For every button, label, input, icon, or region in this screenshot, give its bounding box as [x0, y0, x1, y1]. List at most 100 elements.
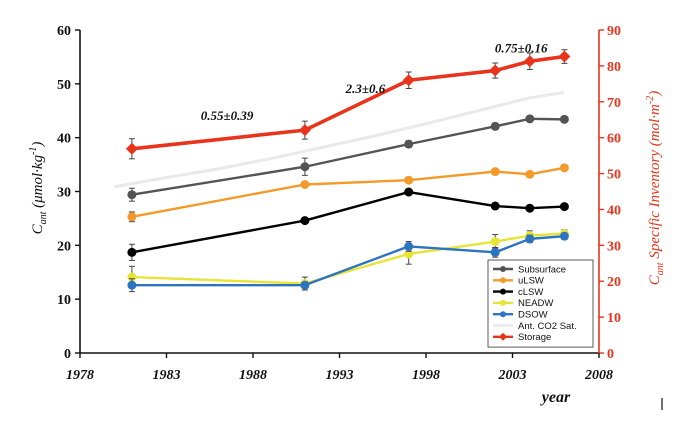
series-layer — [114, 49, 571, 293]
axes-layer: 0 10 20 30 40 50 60 0 10 20 30 40 50 60 70 80 90 1978 1983… — [57, 24, 663, 410]
y-left-tick-label: 20 — [57, 239, 71, 254]
legend-swatch-marker — [500, 288, 506, 295]
legend-entry: Subsurface — [493, 264, 566, 275]
y-left-tick-label: 40 — [57, 132, 71, 147]
data-point — [490, 237, 500, 247]
legend-entry: Storage — [493, 332, 551, 343]
series-ulsw — [127, 163, 569, 223]
x-tick-label: 2003 — [498, 368, 527, 383]
x-tick-label: 2008 — [584, 368, 613, 383]
data-point — [298, 124, 311, 137]
data-point — [558, 50, 571, 63]
series-dsow — [127, 231, 569, 293]
series-ant-co2-sat- — [114, 90, 565, 189]
series-line — [131, 232, 565, 285]
legend-label: Subsurface — [518, 264, 566, 275]
data-point — [525, 203, 535, 213]
series-line — [131, 190, 565, 254]
data-point — [559, 114, 569, 124]
y-axis-left-title: Cant (μmol·kg-1) — [28, 142, 49, 235]
legend-label: cLSW — [518, 287, 543, 298]
data-point — [127, 212, 137, 222]
legend-entry: DSOW — [493, 310, 548, 321]
x-tick-label: 1988 — [239, 368, 267, 383]
series-line — [131, 234, 565, 287]
y-axis-right-title: Cant Specific Inventory (mol·m-2) — [645, 91, 666, 285]
series-subsurface — [127, 114, 569, 202]
series-clsw — [127, 187, 569, 261]
rate-annotation: 0.75±0.16 — [495, 41, 548, 56]
legend-label: Storage — [518, 332, 551, 343]
y-right-tick-label: 90 — [607, 24, 621, 39]
y-right-tick-label: 70 — [607, 96, 621, 111]
legend-label: Ant. CO2 Sat. — [518, 321, 577, 332]
y-left-tick-label: 50 — [57, 78, 71, 93]
y-left-tick-label: 30 — [57, 186, 71, 201]
x-tick-label: 1993 — [326, 368, 354, 383]
data-point — [559, 163, 569, 173]
legend-entry: NEADW — [493, 298, 553, 309]
y-left-tick-label: 60 — [57, 24, 71, 39]
data-point — [402, 74, 415, 87]
series-line — [131, 166, 565, 218]
y-left-tick-label: 10 — [57, 293, 71, 308]
data-point — [559, 231, 569, 241]
data-point — [125, 142, 138, 155]
data-point — [490, 167, 500, 177]
y-right-tick-label: 50 — [607, 168, 621, 183]
data-point — [300, 180, 310, 190]
legend-entry: Ant. CO2 Sat. — [493, 321, 577, 332]
legend-entry: cLSW — [493, 287, 543, 298]
legend-swatch-marker — [500, 299, 506, 306]
rate-annotation: 2.3±0.6 — [345, 81, 386, 96]
x-tick-label: 1978 — [66, 368, 94, 383]
data-point — [404, 175, 414, 185]
y-right-tick-label: 20 — [607, 275, 621, 290]
data-point — [300, 280, 310, 290]
legend-swatch-marker — [499, 332, 507, 341]
x-tick-label: 1983 — [153, 368, 181, 383]
data-point — [559, 202, 569, 212]
series-line — [114, 90, 565, 189]
series-storage — [125, 49, 571, 160]
legend-entry: uLSW — [493, 276, 544, 287]
legend-label: DSOW — [518, 310, 548, 321]
data-point — [404, 139, 414, 149]
data-point — [525, 169, 535, 179]
data-point — [404, 241, 414, 251]
y-right-tick-label: 40 — [607, 203, 621, 218]
y-left-tick-label: 0 — [64, 347, 71, 362]
data-point — [490, 247, 500, 257]
data-point — [300, 162, 310, 172]
data-point — [523, 55, 536, 68]
y-right-tick-label: 80 — [607, 60, 621, 75]
legend-swatch-marker — [500, 266, 506, 272]
data-point — [525, 114, 535, 124]
data-point — [489, 64, 502, 77]
data-point — [127, 280, 137, 290]
data-point — [490, 201, 500, 211]
data-point — [525, 234, 535, 244]
y-right-tick-label: 10 — [607, 311, 621, 326]
y-right-tick-label: 30 — [607, 239, 621, 254]
y-right-tick-label: 0 — [607, 347, 614, 362]
legend-label: NEADW — [518, 298, 553, 309]
data-point — [490, 121, 500, 131]
x-axis-title: year — [540, 389, 571, 406]
data-point — [127, 247, 137, 257]
legend-swatch-marker — [500, 311, 506, 318]
y-right-tick-label: 60 — [607, 132, 621, 147]
legend-swatch-marker — [500, 277, 506, 284]
x-tick-label: 1998 — [412, 368, 440, 383]
legend-label: uLSW — [518, 276, 544, 287]
rate-annotation: 0.55±0.39 — [201, 108, 254, 123]
series-line — [131, 117, 565, 196]
text-layer: 0.55±0.39 2.3±0.6 0.75±0.16 — [201, 41, 548, 123]
data-point — [127, 190, 137, 200]
data-point — [404, 187, 414, 197]
data-point — [300, 216, 310, 226]
series-line — [131, 54, 565, 151]
